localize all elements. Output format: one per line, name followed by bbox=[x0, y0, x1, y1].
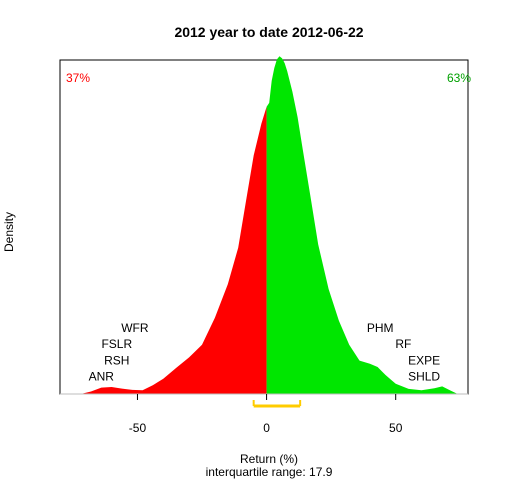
stock-label-rsh: RSH bbox=[104, 353, 129, 367]
stock-label-wfr: WFR bbox=[121, 321, 149, 335]
stock-label-fslr: FSLR bbox=[101, 337, 132, 351]
iqr-marker bbox=[252, 400, 302, 408]
y-axis-title: Density bbox=[2, 212, 16, 252]
pct-negative-label: 37% bbox=[66, 71, 90, 85]
stock-label-phm: PHM bbox=[367, 321, 394, 335]
density-areas bbox=[80, 56, 458, 395]
pct-positive-label: 63% bbox=[447, 71, 471, 85]
x-tick-label-2: 50 bbox=[389, 421, 403, 435]
stock-label-rf: RF bbox=[395, 337, 411, 351]
stock-label-anr: ANR bbox=[89, 369, 115, 383]
stock-label-shld: SHLD bbox=[408, 369, 440, 383]
x-tick-label-0: -50 bbox=[129, 421, 147, 435]
x-axis: -50 0 50 bbox=[129, 394, 403, 435]
positive-return-area bbox=[266, 56, 458, 394]
chart-subtitle: interquartile range: 17.9 bbox=[206, 465, 333, 479]
chart-title: 2012 year to date 2012-06-22 bbox=[174, 24, 363, 40]
stock-label-expe: EXPE bbox=[408, 353, 440, 367]
x-tick-label-1: 0 bbox=[263, 421, 270, 435]
negative-return-area bbox=[80, 106, 267, 395]
x-axis-title: Return (%) bbox=[240, 452, 298, 466]
